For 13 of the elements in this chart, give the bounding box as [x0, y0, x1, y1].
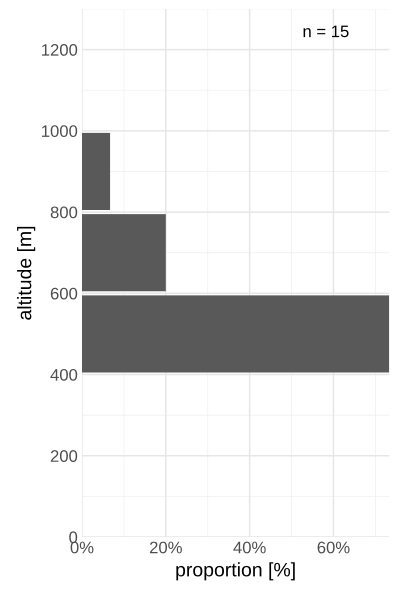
x-axis-title: proportion [%] [176, 562, 295, 580]
y-tick-label: 200 [50, 450, 78, 462]
y-tick-label: 800 [50, 206, 78, 218]
y-tick-label: 1200 [42, 44, 78, 56]
y-tick-label: 400 [50, 368, 78, 381]
x-tick-label: 60% [318, 542, 350, 554]
y-tick-label: 600 [50, 288, 78, 300]
x-tick-label: 0% [70, 542, 94, 554]
y-axis-title: altitude [m] [17, 226, 36, 320]
annotation: n = 15 [304, 26, 349, 38]
x-tick-label: 40% [233, 542, 266, 554]
x-tick-label: 20% [150, 542, 182, 554]
y-tick-label: 1000 [42, 125, 78, 138]
